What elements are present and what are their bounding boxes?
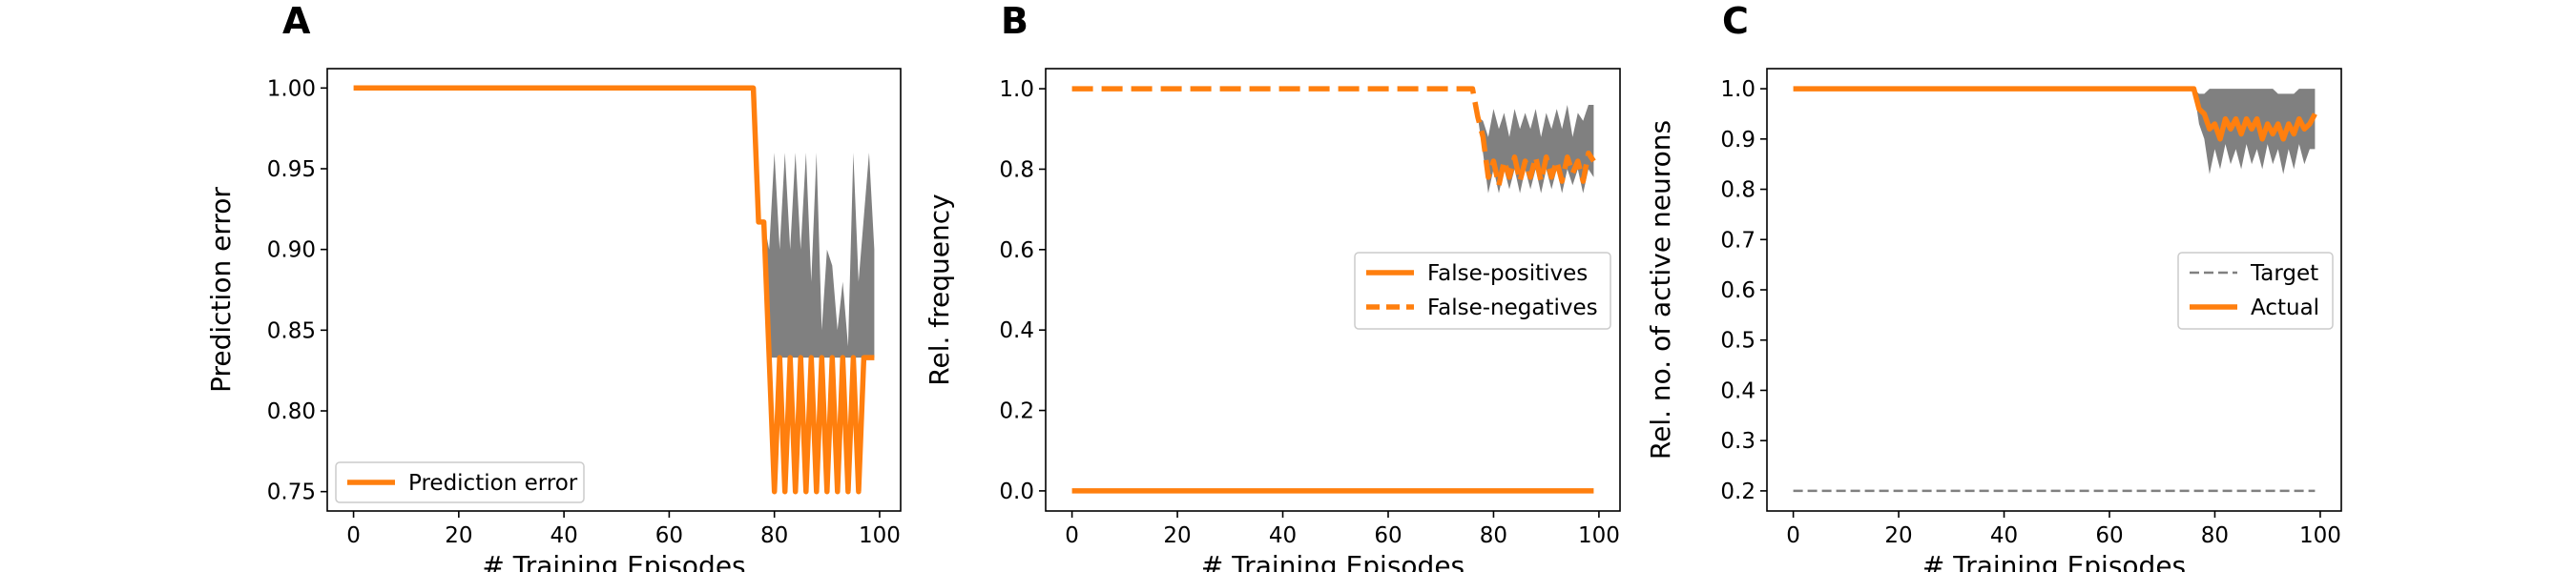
x-tick-label: 60	[2095, 523, 2123, 548]
confidence-band-1	[1071, 89, 1594, 194]
y-tick-label: 1.0	[999, 77, 1034, 102]
series-line-0	[353, 85, 875, 495]
y-tick-label: 0.0	[999, 480, 1034, 504]
y-tick-label: 0.4	[1720, 378, 1755, 403]
x-tick-label: 40	[1990, 523, 2018, 548]
panel-letter: A	[282, 0, 311, 42]
y-tick-label: 1.0	[1720, 77, 1755, 102]
legend: Target Actual	[2177, 252, 2334, 330]
x-tick-label: 60	[1374, 523, 1402, 548]
x-axis-label: # Training Episodes	[482, 550, 745, 572]
y-tick-label: 0.2	[1720, 480, 1755, 504]
panel-letter: B	[1001, 0, 1028, 42]
legend-label: Prediction error	[408, 471, 578, 496]
legend-label: False-positives	[1427, 261, 1588, 286]
y-tick-label: 0.6	[1720, 278, 1755, 303]
plot-frame	[326, 68, 902, 512]
y-tick-label: 0.90	[267, 238, 316, 263]
x-tick-label: 80	[2201, 523, 2229, 548]
y-tick-label: 1.00	[267, 76, 316, 101]
panel-b: B 0 20 40 60 80 100 0.0 0.2 0.4 0.6 0.8 1.0 # Trainin…	[924, 0, 1621, 572]
confidence-band-0	[353, 88, 875, 358]
x-tick-label: 100	[2299, 523, 2341, 548]
plot-frame	[1045, 68, 1621, 512]
y-tick-label: 0.95	[267, 157, 316, 182]
y-tick-label: 0.6	[999, 238, 1034, 263]
y-tick-label: 0.80	[267, 399, 316, 424]
x-tick-label: 80	[760, 523, 788, 548]
legend-box	[335, 461, 585, 503]
x-tick-label: 0	[346, 523, 361, 548]
legend: False-positives False-negatives	[1354, 252, 1611, 330]
y-tick-label: 0.75	[267, 480, 316, 505]
x-tick-label: 100	[859, 523, 901, 548]
legend-label: Target	[2250, 261, 2318, 286]
x-tick-label: 20	[1163, 523, 1191, 548]
panel-letter: C	[1722, 0, 1749, 42]
x-tick-label: 100	[1578, 523, 1620, 548]
legend: Prediction error	[335, 461, 585, 503]
y-axis-label: Rel. no. of active neurons	[1645, 120, 1676, 460]
panel-a: A 0 20 40 60 80 100 0.75 0.80 0.85 0.90 0.95 1.00 # T…	[205, 0, 902, 572]
y-tick-label: 0.8	[1720, 178, 1755, 203]
y-axis-label: Prediction error	[205, 187, 237, 393]
y-tick-label: 0.9	[1720, 128, 1755, 153]
legend-box	[2177, 252, 2334, 330]
series-line-1	[1071, 86, 1596, 189]
x-tick-label: 0	[1065, 523, 1079, 548]
y-axis-label: Rel. frequency	[924, 194, 955, 385]
y-tick-label: 0.7	[1720, 228, 1755, 253]
y-tick-label: 0.2	[999, 399, 1034, 424]
x-tick-label: 80	[1480, 523, 1507, 548]
x-axis-label: # Training Episodes	[1922, 550, 2186, 572]
x-tick-label: 60	[655, 523, 683, 548]
y-tick-label: 0.4	[999, 318, 1034, 343]
y-tick-label: 0.85	[267, 318, 316, 343]
x-tick-label: 20	[1884, 523, 1912, 548]
x-tick-label: 40	[1269, 523, 1297, 548]
x-tick-label: 40	[550, 523, 577, 548]
legend-label: Actual	[2251, 296, 2319, 320]
confidence-band-1	[1793, 89, 2316, 174]
y-tick-label: 0.8	[999, 157, 1034, 182]
x-tick-label: 0	[1786, 523, 1800, 548]
legend-label: False-negatives	[1427, 296, 1598, 320]
panel-c: C 0 20 40 60 80 100 0.2 0.3 0.4 0.5 0.6 0.7 0.8 0.9 1.0…	[1645, 0, 2342, 572]
x-tick-label: 20	[445, 523, 472, 548]
x-axis-label: # Training Episodes	[1201, 550, 1465, 572]
series-line-1	[1793, 86, 2317, 142]
y-tick-label: 0.5	[1720, 329, 1755, 354]
legend-box	[1354, 252, 1611, 330]
y-tick-label: 0.3	[1720, 429, 1755, 454]
